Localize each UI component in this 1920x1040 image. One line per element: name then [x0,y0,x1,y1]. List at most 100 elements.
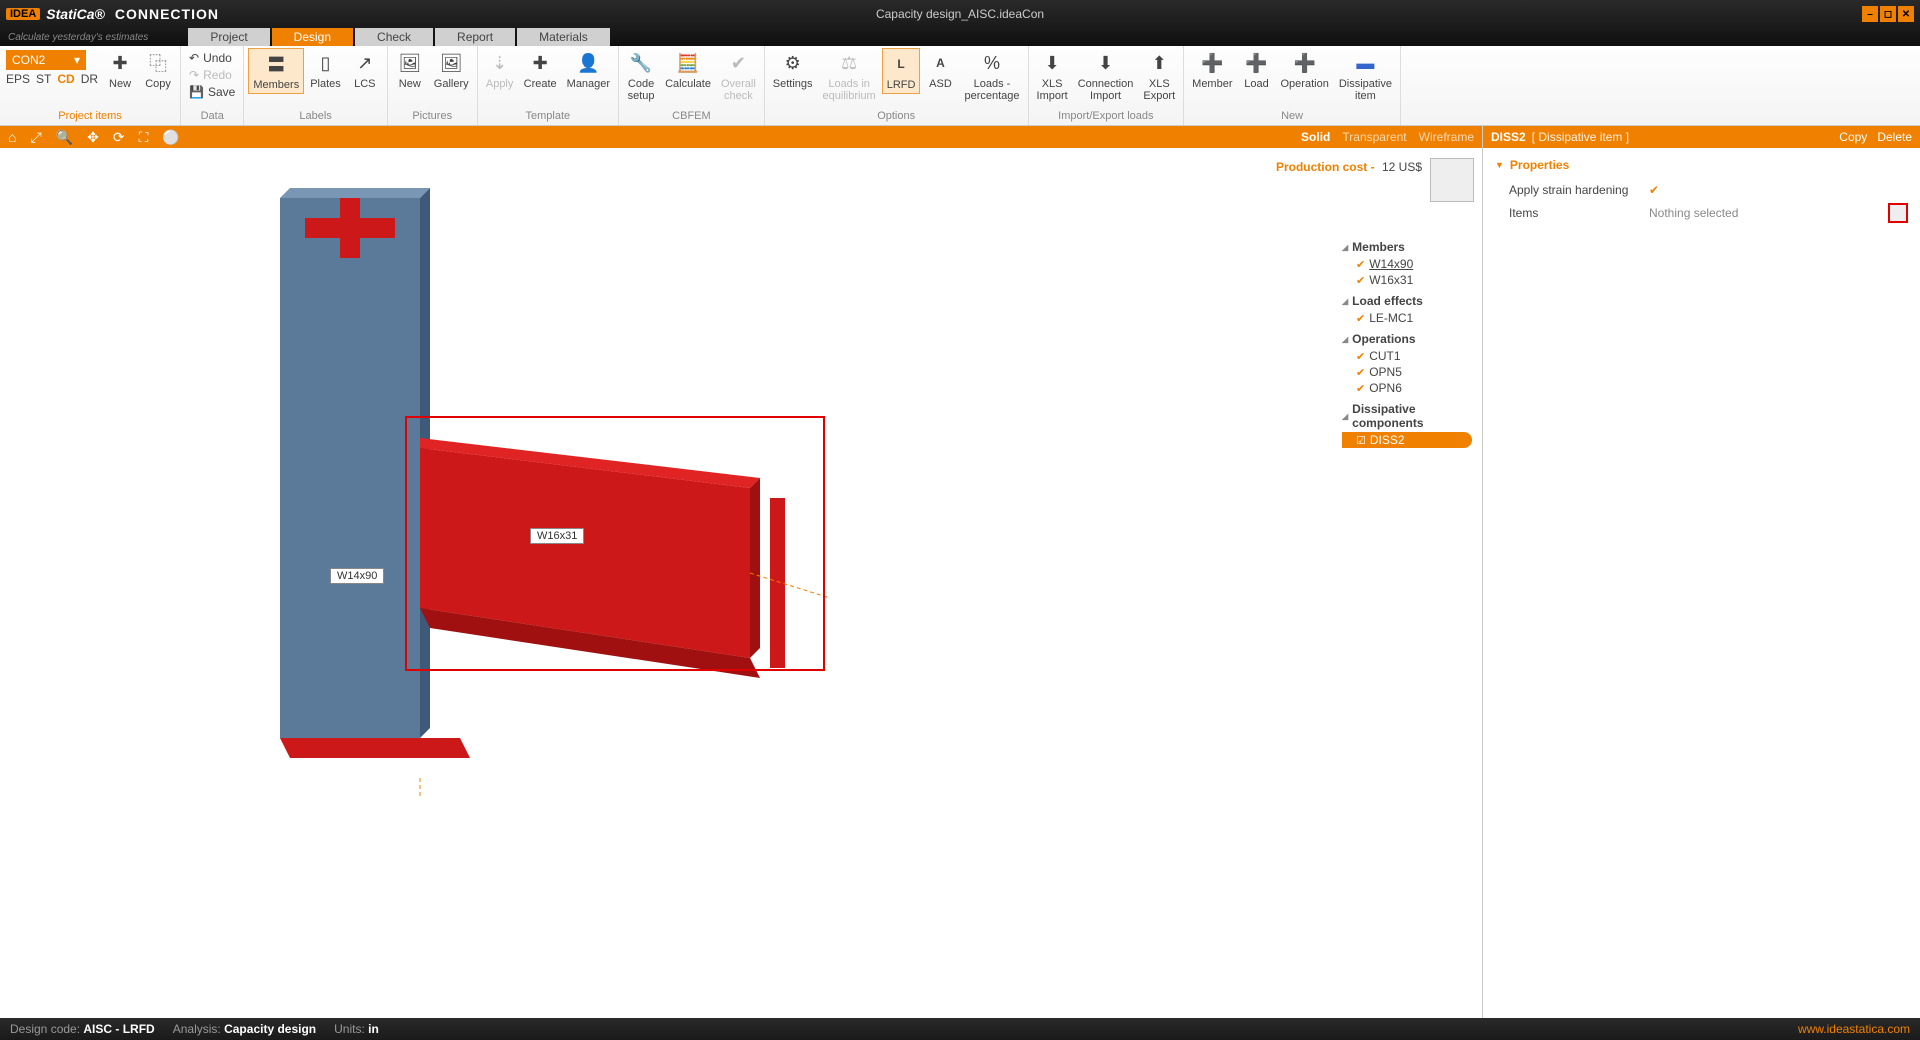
copy-item-button[interactable]: Copy [1839,130,1867,144]
tree-member-w16x31[interactable]: ✔W16x31 [1342,272,1472,288]
dissipative-icon: ▬ [1352,50,1378,76]
prop-items: Items Nothing selected [1495,200,1908,226]
viewmode-solid[interactable]: Solid [1301,130,1330,144]
template-manager-button[interactable]: 👤Manager [563,48,614,92]
status-url[interactable]: www.ideastatica.com [1798,1022,1910,1036]
overall-check-button[interactable]: ✔Overall check [717,48,760,104]
ribbon-group-data: ↶Undo ↷Redo 💾Save Data [181,46,244,125]
selected-item-type: [ Dissipative item ] [1532,130,1629,144]
mode-eps[interactable]: EPS [6,72,30,86]
new-operation-button[interactable]: ➕Operation [1277,48,1333,92]
code-setup-button[interactable]: 🔧Code setup [623,48,659,104]
document-title: Capacity design_AISC.ideaCon [876,7,1044,21]
tab-check[interactable]: Check [355,27,433,47]
picture-new-button[interactable]: 🖼New [392,48,428,92]
maximize-button[interactable]: ◻ [1880,6,1896,22]
xls-export-button[interactable]: ⬆XLS Export [1139,48,1179,104]
tree-dissipative-header[interactable]: Dissipative components [1342,400,1472,432]
view-settings-button[interactable]: ⚪ [162,129,179,146]
tree-operations-header[interactable]: Operations [1342,330,1472,348]
tree-member-w14x90[interactable]: ✔W14x90 [1342,256,1472,272]
status-units-label: Units: [334,1022,365,1036]
group-label: Data [185,109,239,123]
status-design-code-label: Design code: [10,1022,80,1036]
apply-template-button[interactable]: ⇣Apply [482,48,518,92]
new-dissipative-button[interactable]: ▬Dissipative item [1335,48,1396,104]
window-controls: – ◻ ✕ [1862,6,1914,22]
home-view-button[interactable]: ⌂ [8,129,16,145]
plates-toggle[interactable]: ▯Plates [306,48,345,92]
save-icon: 💾 [189,85,204,99]
tree-op-opn6[interactable]: ✔OPN6 [1342,380,1472,396]
status-analysis-label: Analysis: [173,1022,221,1036]
load-icon: ➕ [1244,50,1270,76]
loads-percentage-button[interactable]: %Loads - percentage [960,48,1023,104]
new-load-button[interactable]: ➕Load [1239,48,1275,92]
loads-equilibrium-button[interactable]: ⚖Loads in equilibrium [819,48,880,104]
zoom-button[interactable]: 🔍 [56,129,73,146]
mode-st[interactable]: ST [36,72,51,86]
delete-item-button[interactable]: Delete [1877,130,1912,144]
model-tree: Members ✔W14x90 ✔W16x31 Load effects ✔LE… [1342,238,1472,452]
tab-design[interactable]: Design [272,27,353,47]
new-connection-button[interactable]: ✚New [102,48,138,92]
redo-button[interactable]: ↷Redo [187,67,237,83]
viewport-3d[interactable]: Production cost - 12 US$ [0,148,1482,1018]
right-panel-header: DISS2 [ Dissipative item ] Copy Delete [1483,126,1920,148]
strain-hardening-checkbox[interactable]: ✔ [1649,183,1659,197]
viewmode-transparent[interactable]: Transparent [1342,130,1406,144]
copy-icon: ⿻ [145,50,171,76]
tree-diss2[interactable]: ☑DISS2 [1342,432,1472,448]
view-modes: Solid Transparent Wireframe [1301,130,1474,144]
properties-section-header[interactable]: Properties [1495,158,1908,172]
mode-cd[interactable]: CD [57,72,74,86]
check-icon: ✔ [1356,258,1365,271]
redo-icon: ↷ [189,68,199,82]
ribbon: CON2▾ EPS ST CD DR ✚New ⿻Copy Project it… [0,46,1920,126]
members-toggle[interactable]: 〓Members [248,48,304,94]
edit-items-button[interactable] [1888,203,1908,223]
viewmode-wireframe[interactable]: Wireframe [1419,130,1474,144]
lrfd-toggle[interactable]: LLRFD [882,48,921,94]
minimize-button[interactable]: – [1862,6,1878,22]
save-button[interactable]: 💾Save [187,84,237,100]
zoom-extents-button[interactable]: ⤢ [30,129,41,146]
connection-combo[interactable]: CON2▾ [6,50,86,70]
logo-statica: StatiCa® [46,6,105,22]
group-label: New [1188,109,1396,123]
tree-op-cut1[interactable]: ✔CUT1 [1342,348,1472,364]
fullscreen-button[interactable]: ⛶ [139,129,149,146]
connection-import-button[interactable]: ⬇Connection Import [1074,48,1138,104]
tree-op-opn5[interactable]: ✔OPN5 [1342,364,1472,380]
check-icon: ☑ [1356,434,1366,447]
tree-loadeffects-header[interactable]: Load effects [1342,292,1472,310]
settings-button[interactable]: ⚙Settings [769,48,817,92]
close-button[interactable]: ✕ [1898,6,1914,22]
tab-report[interactable]: Report [435,27,515,47]
member-icon: ➕ [1199,50,1225,76]
lcs-toggle[interactable]: ↗LCS [347,48,383,92]
members-icon: 〓 [263,51,289,77]
mode-dr[interactable]: DR [81,72,98,86]
calculate-button[interactable]: 🧮Calculate [661,48,715,92]
asd-toggle[interactable]: AASD [922,48,958,92]
ribbon-group-cbfem: 🔧Code setup 🧮Calculate ✔Overall check CB… [619,46,765,125]
xls-import-button[interactable]: ⬇XLS Import [1033,48,1072,104]
ribbon-group-new: ➕Member ➕Load ➕Operation ▬Dissipative it… [1184,46,1401,125]
tree-members-header[interactable]: Members [1342,238,1472,256]
connection-combo-value: CON2 [12,53,45,67]
ribbon-group-template: ⇣Apply ✚Create 👤Manager Template [478,46,619,125]
new-member-button[interactable]: ➕Member [1188,48,1236,92]
gallery-button[interactable]: 🖼Gallery [430,48,473,92]
rotate-button[interactable]: ⟳ [113,129,125,146]
navigation-cube[interactable] [1430,158,1474,202]
viewport-area: ⌂ ⤢ 🔍 ✥ ⟳ ⛶ ⚪ Solid Transparent Wirefram… [0,126,1482,1018]
tab-materials[interactable]: Materials [517,27,610,47]
asd-icon: A [927,50,953,76]
copy-connection-button[interactable]: ⿻Copy [140,48,176,92]
tree-le1[interactable]: ✔LE-MC1 [1342,310,1472,326]
pan-button[interactable]: ✥ [87,129,99,146]
create-template-button[interactable]: ✚Create [520,48,561,92]
undo-button[interactable]: ↶Undo [187,50,237,66]
tab-project[interactable]: Project [188,27,269,47]
